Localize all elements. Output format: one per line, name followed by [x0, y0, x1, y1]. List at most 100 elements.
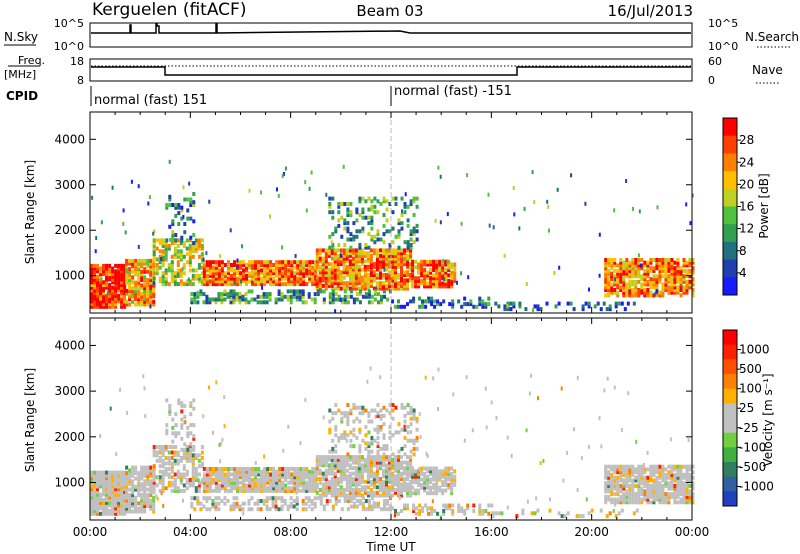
range-tick-label: 3000	[54, 178, 85, 192]
echo-cell	[460, 271, 463, 276]
echo-cell	[376, 449, 380, 454]
echo-cell	[296, 478, 300, 482]
echo-cell	[307, 499, 311, 503]
echo-cell	[673, 282, 677, 287]
echo-cell	[506, 435, 509, 440]
echo-cell	[102, 283, 105, 287]
echo-cell	[383, 501, 386, 506]
echo-cell	[333, 466, 337, 471]
echo-cell	[202, 480, 206, 485]
echo-cell	[397, 234, 401, 239]
echo-cell	[391, 460, 394, 465]
echo-cell	[352, 496, 356, 501]
echo-cell	[134, 258, 138, 263]
echo-cell	[412, 441, 416, 446]
echo-cell	[281, 276, 285, 281]
echo-cell	[218, 442, 221, 447]
echo-cell	[560, 514, 564, 519]
echo-cell	[670, 279, 674, 284]
echo-cell	[167, 467, 171, 471]
echo-cell	[382, 264, 385, 269]
echo-cell	[93, 285, 96, 290]
echo-cell	[114, 509, 118, 513]
echo-cell	[290, 271, 294, 276]
echo-cell	[188, 483, 192, 488]
echo-cell	[628, 489, 632, 494]
echo-cell	[613, 268, 617, 273]
echo-cell	[631, 486, 635, 491]
echo-cell	[661, 285, 665, 290]
echo-cell	[152, 467, 156, 471]
echo-cell	[242, 475, 245, 480]
echo-cell	[330, 283, 334, 288]
echo-cell	[211, 469, 215, 474]
echo-cell	[394, 264, 397, 269]
echo-cell	[409, 273, 413, 277]
echo-cell	[241, 507, 245, 512]
echo-cell	[188, 243, 192, 248]
echo-cell	[352, 504, 356, 509]
echo-cell	[214, 268, 218, 273]
echo-cell	[447, 265, 451, 270]
echo-cell	[487, 511, 491, 516]
echo-cell	[192, 445, 196, 449]
echo-cell	[319, 481, 322, 485]
echo-cell	[397, 511, 400, 516]
echo-cell	[351, 466, 355, 471]
echo-cell	[313, 292, 317, 297]
echo-cell	[691, 500, 695, 505]
echo-cell	[370, 449, 374, 454]
echo-cell	[245, 268, 248, 273]
echo-cell	[388, 490, 391, 495]
echo-cell	[100, 277, 103, 282]
echo-cell	[382, 223, 386, 228]
echo-cell	[622, 470, 626, 475]
echo-cell	[266, 469, 270, 474]
echo-cell	[137, 269, 141, 274]
echo-cell	[314, 279, 318, 284]
echo-cell	[217, 260, 221, 265]
echo-cell	[643, 268, 647, 273]
echo-cell	[391, 403, 395, 407]
echo-cell	[311, 480, 315, 485]
echo-cell	[385, 455, 388, 460]
echo-cell	[339, 455, 343, 460]
echo-cell	[646, 500, 650, 505]
echo-cell	[339, 281, 343, 286]
echo-cell	[315, 267, 319, 272]
echo-cell	[366, 264, 370, 269]
echo-cell	[346, 202, 350, 206]
echo-cell	[616, 277, 620, 282]
echo-cell	[120, 277, 124, 282]
echo-cell	[217, 297, 221, 302]
echo-cell	[616, 263, 620, 268]
echo-cell	[143, 493, 147, 497]
echo-cell	[342, 283, 346, 288]
echo-cell	[321, 283, 325, 288]
echo-cell	[619, 464, 623, 469]
echo-cell	[90, 296, 93, 301]
echo-cell	[134, 267, 138, 272]
echo-cell	[655, 258, 659, 262]
echo-cell	[417, 281, 421, 286]
echo-cell	[96, 293, 99, 298]
echo-cell	[220, 273, 224, 278]
echo-cell	[96, 509, 99, 513]
echo-cell	[363, 264, 367, 269]
echo-cell	[137, 286, 141, 291]
echo-cell	[435, 477, 439, 482]
echo-cell	[414, 278, 418, 283]
colorbar-tick-label: -100	[739, 440, 766, 454]
echo-cell	[333, 273, 337, 277]
echo-cell	[324, 253, 328, 258]
echo-cell	[324, 273, 328, 277]
echo-cell	[191, 243, 195, 248]
echo-cell	[214, 486, 218, 491]
echo-cell	[108, 283, 112, 287]
echo-cell	[355, 234, 359, 239]
echo-cell	[146, 299, 150, 304]
echo-cell	[622, 492, 626, 497]
echo-cell	[372, 482, 376, 487]
echo-cell	[613, 486, 617, 491]
echo-cell	[236, 282, 239, 287]
